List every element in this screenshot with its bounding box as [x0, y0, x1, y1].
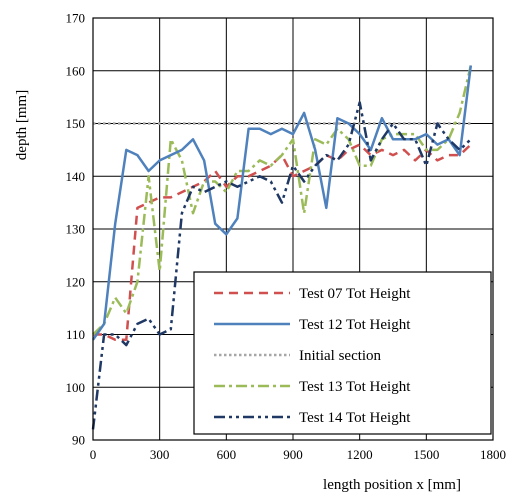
- legend-box: [193, 271, 492, 435]
- y-tick-label: 100: [66, 380, 86, 395]
- x-tick-label: 300: [150, 447, 170, 462]
- legend-label: Test 07 Tot Height: [299, 286, 411, 302]
- x-tick-label: 600: [217, 447, 237, 462]
- x-tick-label: 900: [283, 447, 303, 462]
- legend: Test 07 Tot Height Test 12 Tot Height Init…: [193, 271, 492, 435]
- y-tick-label: 110: [66, 327, 85, 342]
- legend-label: Test 12 Tot Height: [299, 317, 411, 333]
- y-tick-label: 170: [66, 11, 86, 26]
- series-line-4: [92, 65, 473, 336]
- y-tick-label: 160: [66, 63, 86, 78]
- y-tick-label: 150: [66, 116, 86, 131]
- series-line-1: [93, 143, 472, 342]
- legend-label: Test 13 Tot Height: [299, 379, 411, 395]
- y-tick-label: 120: [66, 274, 86, 289]
- plot-border: [92, 17, 494, 441]
- x-tick-label: 0: [90, 447, 97, 462]
- x-axis-label: length position x [mm]: [323, 477, 461, 493]
- y-tick-label: 90: [72, 433, 85, 448]
- tick-labels: 0 300 600 900 1200 1500 1800 90 100 110 120 130 140 1…: [66, 11, 507, 463]
- x-tick-label: 1200: [347, 447, 373, 462]
- series-line-2: [91, 65, 473, 341]
- legend-label: Test 14 Tot Height: [299, 410, 411, 426]
- x-tick-label: 1800: [480, 447, 506, 462]
- y-tick-label: 140: [66, 169, 86, 184]
- x-tick-label: 1500: [413, 447, 439, 462]
- y-axis-label: depth [mm]: [14, 90, 30, 160]
- y-tick-label: 130: [66, 222, 86, 237]
- legend-label: Initial section: [299, 348, 382, 364]
- series-line-5: [91, 101, 472, 430]
- series-layer: [91, 65, 473, 430]
